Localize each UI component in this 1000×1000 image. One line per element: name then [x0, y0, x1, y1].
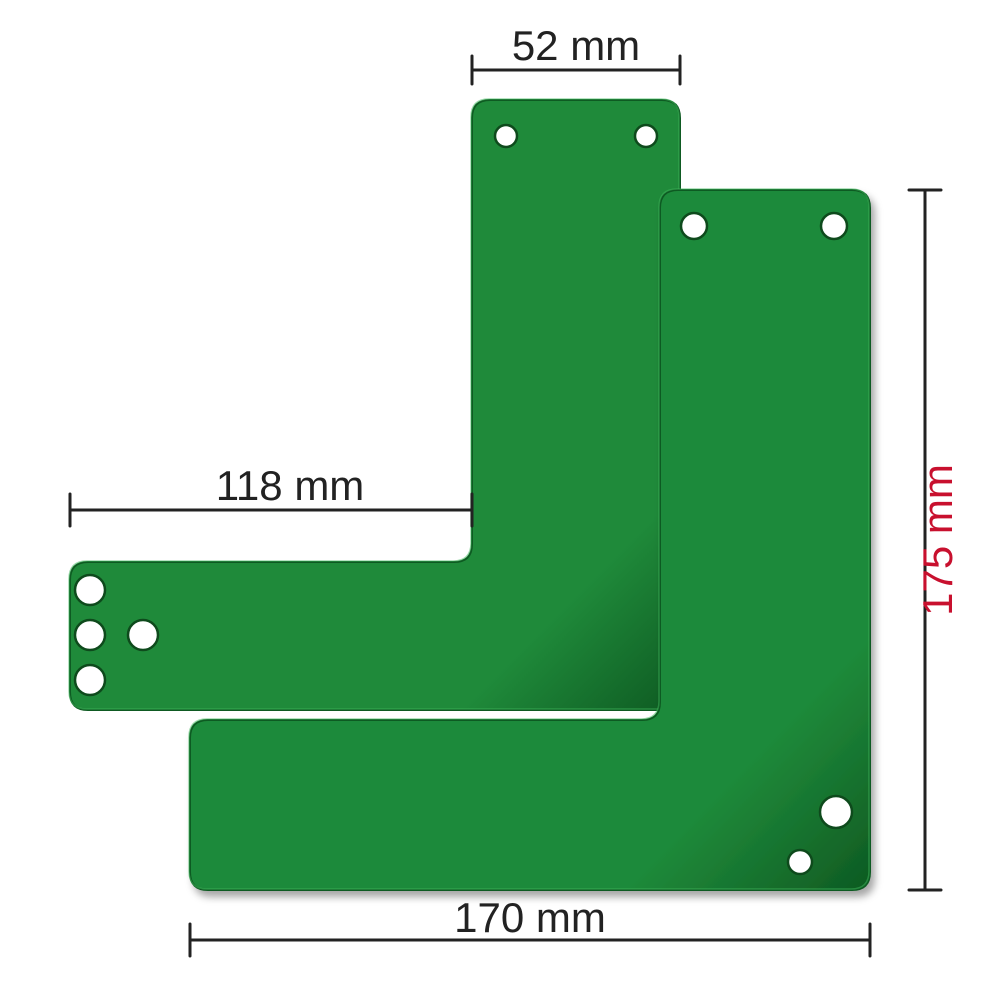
dim-bottom: 170 mm — [190, 894, 870, 956]
back-hole — [635, 125, 657, 147]
back-hole — [75, 575, 105, 605]
back-hole — [75, 620, 105, 650]
dim-middle: 118 mm — [70, 462, 472, 526]
front-hole — [820, 796, 852, 828]
dim-right: 175 mm — [909, 190, 961, 890]
technical-drawing: 52 mm 118 mm 170 mm 175 mm — [0, 0, 1000, 1000]
dim-top: 52 mm — [472, 22, 680, 84]
front-hole — [821, 213, 847, 239]
front-hole — [681, 213, 707, 239]
drawing-svg: 52 mm 118 mm 170 mm 175 mm — [0, 0, 1000, 1000]
back-hole — [495, 125, 517, 147]
back-plate — [69, 99, 680, 710]
back-hole — [75, 665, 105, 695]
dim-bottom-label: 170 mm — [454, 894, 606, 941]
front-hole — [788, 850, 812, 874]
dim-middle-label: 118 mm — [216, 462, 365, 509]
dim-right-label: 175 mm — [914, 464, 961, 616]
dim-top-label: 52 mm — [512, 22, 640, 69]
back-hole — [128, 620, 158, 650]
